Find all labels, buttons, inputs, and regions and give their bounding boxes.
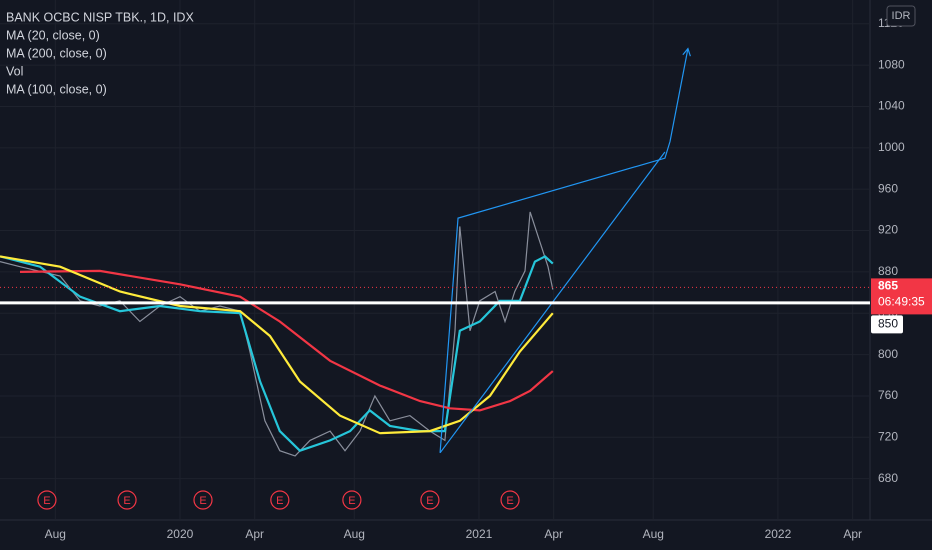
axes: 6807207608008408809209601000104010801120… (45, 5, 932, 541)
x-tick-label: Apr (544, 527, 563, 541)
event-marker (420, 490, 440, 510)
hline-label: 850 (878, 317, 898, 331)
x-tick-label: Aug (344, 527, 365, 541)
event-label: E (199, 495, 206, 507)
last-price-box (871, 278, 932, 315)
event-label: E (506, 495, 513, 507)
y-tick-label: 920 (878, 223, 898, 237)
currency-label: IDR (892, 10, 911, 22)
hline-box (871, 315, 903, 334)
series-line (0, 255, 554, 452)
series-line (0, 211, 554, 457)
event-label: E (348, 495, 355, 507)
event-marker (270, 490, 290, 510)
series-line (0, 255, 554, 435)
legend-entry: MA (20, close, 0) (6, 28, 100, 42)
event-marker (117, 490, 137, 510)
event-marker (193, 490, 213, 510)
last-price-label: 865 (878, 279, 898, 293)
event-label: E (43, 495, 50, 507)
event-marker (500, 490, 520, 510)
x-tick-label: Aug (643, 527, 664, 541)
event-label: E (426, 495, 433, 507)
x-tick-label: Aug (45, 527, 66, 541)
currency-box (886, 5, 916, 27)
countdown-label: 06:49:35 (878, 295, 925, 309)
legend: BANK OCBC NISP TBK., 1D, IDX MA (20, clos… (6, 10, 194, 96)
y-tick-label: 800 (878, 347, 898, 361)
event-label: E (276, 495, 283, 507)
arrow-head (682, 47, 691, 57)
y-tick-label: 1040 (878, 99, 905, 113)
grid (0, 0, 870, 520)
y-tick-label: 720 (878, 429, 898, 443)
event-marker (342, 490, 362, 510)
y-tick-label: 1080 (878, 57, 905, 71)
y-tick-label: 1000 (878, 140, 905, 154)
y-tick-label: 680 (878, 471, 898, 485)
x-tick-label: Apr (843, 527, 862, 541)
y-tick-label: 760 (878, 388, 898, 402)
y-tick-label: 880 (878, 264, 898, 278)
x-tick-label: Apr (245, 527, 264, 541)
x-tick-label: 2022 (765, 527, 792, 541)
series-line (19, 269, 554, 412)
x-tick-label: 2021 (466, 527, 493, 541)
x-tick-label: 2020 (167, 527, 194, 541)
legend-entry: Vol (6, 64, 23, 78)
trend-line (439, 48, 689, 453)
legend-entry: BANK OCBC NISP TBK., 1D, IDX (6, 10, 194, 24)
legend-entry: MA (100, close, 0) (6, 82, 107, 96)
event-marker (37, 490, 57, 510)
legend-entry: MA (200, close, 0) (6, 46, 107, 60)
event-label: E (123, 495, 130, 507)
y-tick-label: 960 (878, 181, 898, 195)
